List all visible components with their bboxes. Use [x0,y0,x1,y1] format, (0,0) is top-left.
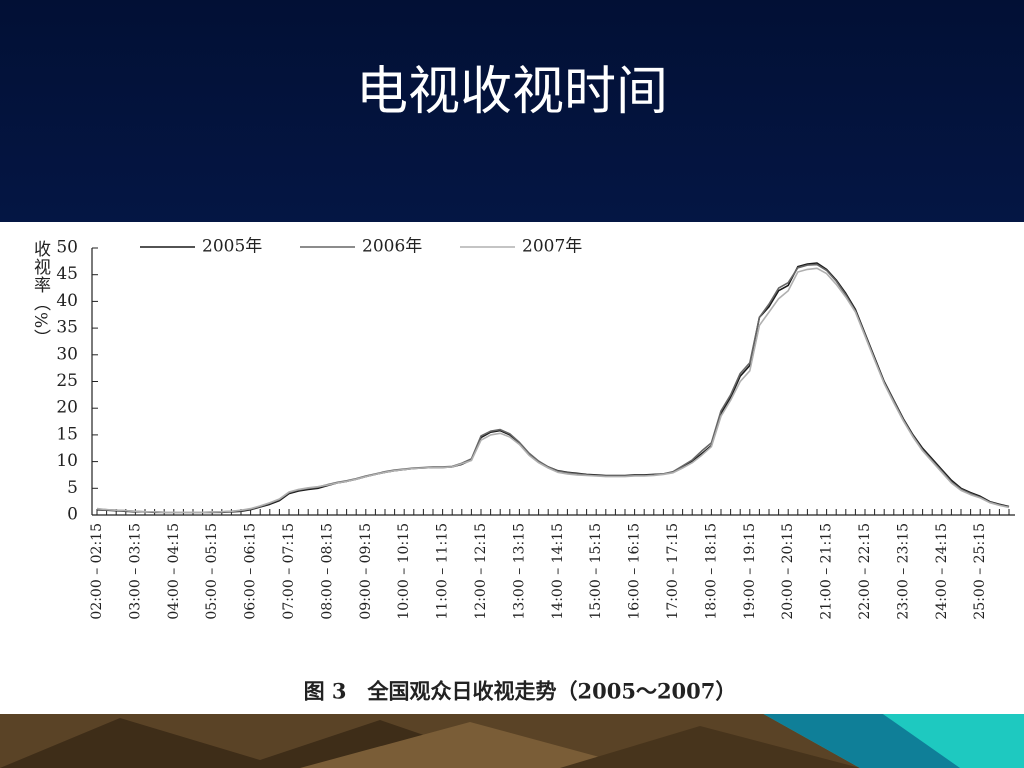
x-tick-label: 08:00 – 08:15 [319,523,335,620]
x-tick-label: 10:00 – 10:15 [396,523,412,620]
x-tick-label: 05:00 – 05:15 [204,523,220,620]
x-tick-label: 19:00 – 19:15 [742,523,758,620]
y-tick-label: 30 [56,344,78,364]
x-tick-label: 06:00 – 06:15 [243,523,259,620]
x-tick-label: 22:00 – 22:15 [857,523,873,620]
y-tick-label: 45 [56,264,78,284]
x-tick-label: 20:00 – 20:15 [780,523,796,620]
footer-decoration [0,712,1024,768]
x-tick-label: 07:00 – 07:15 [281,523,297,620]
legend-label: 2005年 [202,237,262,257]
series-line [96,267,1010,514]
y-tick-label: 0 [67,505,78,525]
x-tick-label: 24:00 – 24:15 [934,523,950,620]
y-axis-label: 收视率（%） [30,240,51,347]
y-tick-label: 35 [56,318,78,338]
x-tick-label: 17:00 – 17:15 [665,523,681,620]
x-tick-label: 03:00 – 03:15 [127,523,143,620]
x-tick-label: 14:00 – 14:15 [550,523,566,620]
y-tick-label: 15 [56,424,78,444]
x-tick-label: 04:00 – 04:15 [166,523,182,620]
y-tick-label: 20 [56,398,78,418]
plot: 0 5 10 15 20 25 30 35 40 45 50 02:00 – 02:15 03:00 –… [56,237,1015,620]
x-tick-label: 11:00 – 11:15 [435,523,451,620]
legend-label: 2006年 [362,237,422,257]
y-tick-label: 40 [56,291,78,311]
x-tick-label: 16:00 – 16:15 [627,523,643,620]
x-tick-label: 18:00 – 18:15 [703,523,719,620]
x-tick-label: 25:00 – 25:15 [972,523,988,620]
y-tick-label: 50 [56,238,78,258]
y-tick-label: 10 [56,451,78,471]
legend-label: 2007年 [522,237,582,257]
y-tick-label: 5 [67,478,78,498]
chart-panel [0,222,1024,714]
x-tick-label: 23:00 – 23:15 [895,523,911,620]
x-tick-label: 13:00 – 13:15 [511,523,527,620]
chart-caption: 图 3 全国观众日收视走势（2005～2007） [304,679,737,704]
x-tick-label: 09:00 – 09:15 [358,523,374,620]
x-tick-label: 12:00 – 12:15 [473,523,489,620]
slide-title: 电视收视时间 [356,62,668,122]
x-tick-label: 21:00 – 21:15 [819,523,835,620]
y-tick-label: 25 [56,371,78,391]
x-tick-label: 02:00 – 02:15 [89,523,105,620]
x-tick-label: 15:00 – 15:15 [588,523,604,620]
